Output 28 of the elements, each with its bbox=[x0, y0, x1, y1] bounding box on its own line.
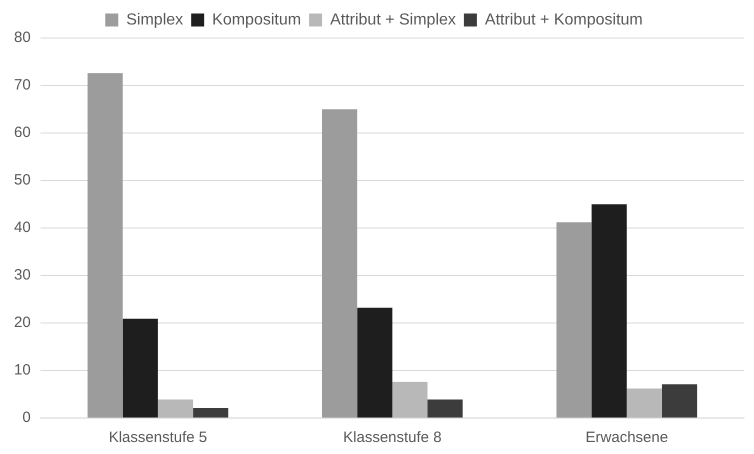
bar bbox=[122, 318, 158, 418]
bar bbox=[662, 384, 698, 418]
x-tick-label: Klassenstufe 8 bbox=[343, 429, 442, 446]
legend-label: Simplex bbox=[126, 11, 184, 28]
y-tick-label: 50 bbox=[14, 172, 31, 189]
bar bbox=[88, 73, 123, 418]
bar bbox=[322, 109, 358, 418]
bar bbox=[158, 399, 194, 418]
x-tick-label: Erwachsene bbox=[586, 429, 668, 446]
bar bbox=[592, 204, 627, 418]
bar bbox=[556, 222, 592, 418]
y-tick-label: 0 bbox=[22, 409, 31, 426]
y-tick-label: 10 bbox=[14, 362, 31, 379]
y-tick-label: 20 bbox=[14, 314, 31, 332]
y-tick-label: 80 bbox=[14, 29, 31, 46]
bar bbox=[392, 382, 428, 418]
y-tick-label: 70 bbox=[14, 76, 31, 94]
y-tick-label: 40 bbox=[14, 219, 31, 236]
legend-label: Attribut + Simplex bbox=[330, 11, 456, 28]
bar bbox=[626, 388, 662, 418]
bar bbox=[428, 399, 463, 418]
bar bbox=[193, 408, 228, 418]
y-tick-label: 60 bbox=[14, 124, 31, 142]
x-tick-label: Klassenstufe 5 bbox=[108, 429, 208, 446]
legend-label: Attribut + Kompositum bbox=[484, 11, 643, 28]
y-tick-label: 30 bbox=[14, 266, 31, 284]
legend-label: Kompositum bbox=[212, 11, 302, 28]
bar bbox=[357, 308, 392, 418]
